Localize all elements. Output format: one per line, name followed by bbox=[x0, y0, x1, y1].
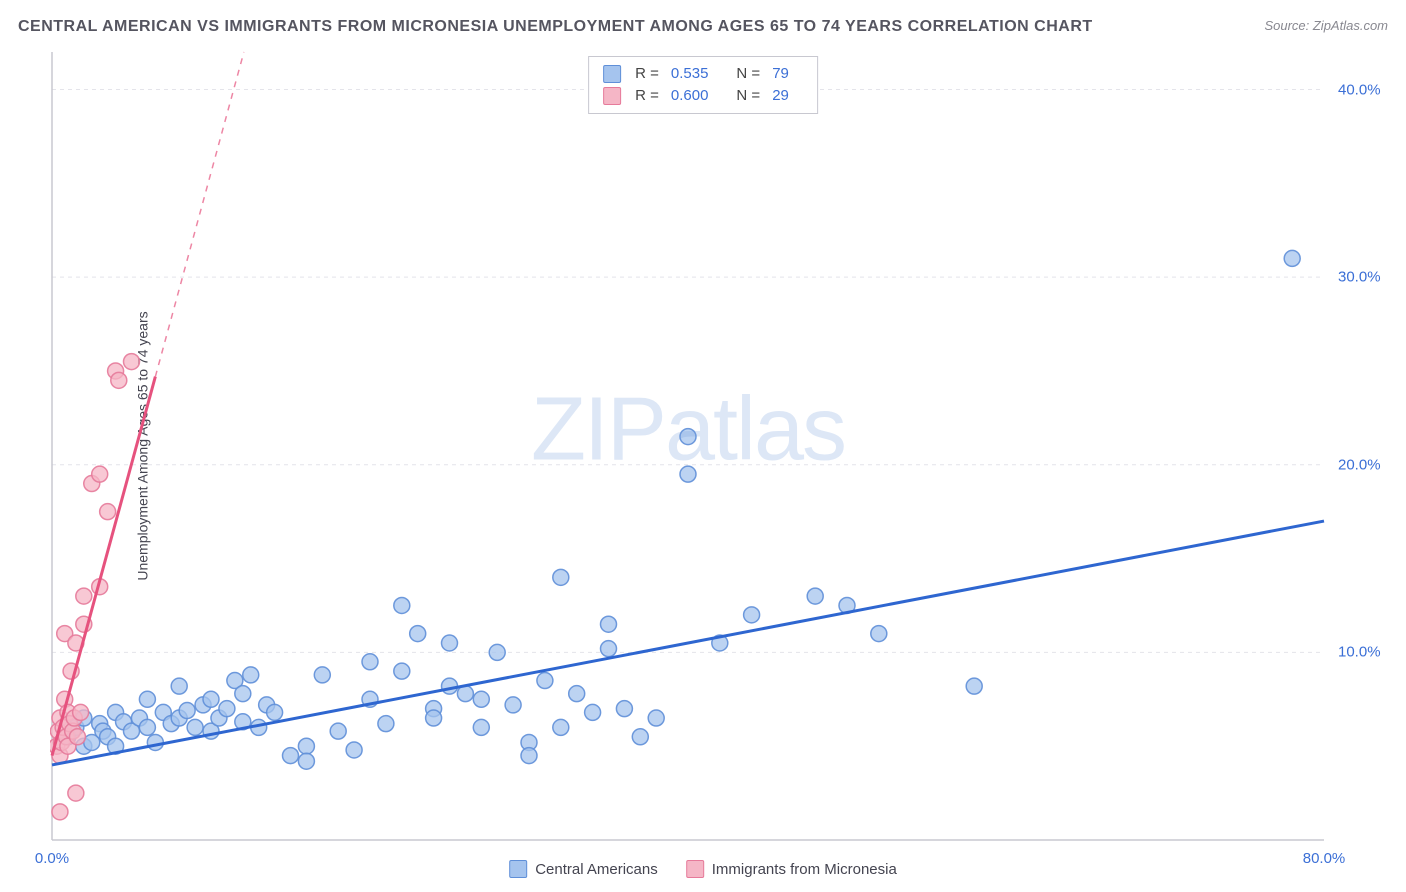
legend-series: Central Americans Immigrants from Microne… bbox=[509, 860, 897, 878]
n-label: N = bbox=[736, 63, 760, 85]
x-tick: 80.0% bbox=[1303, 850, 1346, 867]
legend-label: Central Americans bbox=[535, 861, 658, 878]
r-value: 0.535 bbox=[671, 63, 709, 85]
legend-stats: R = 0.535 N = 79 R = 0.600 N = 29 bbox=[588, 56, 818, 114]
y-tick: 20.0% bbox=[1338, 456, 1381, 473]
r-value: 0.600 bbox=[671, 85, 709, 107]
y-tick: 10.0% bbox=[1338, 644, 1381, 661]
source-label: Source: ZipAtlas.com bbox=[1264, 18, 1388, 33]
legend-stat-row: R = 0.535 N = 79 bbox=[603, 63, 803, 85]
legend-item: Central Americans bbox=[509, 860, 658, 878]
n-value: 79 bbox=[772, 63, 789, 85]
legend-item: Immigrants from Micronesia bbox=[686, 860, 897, 878]
header: CENTRAL AMERICAN VS IMMIGRANTS FROM MICR… bbox=[18, 18, 1388, 42]
legend-swatch bbox=[509, 860, 527, 878]
legend-swatch bbox=[603, 87, 621, 105]
n-label: N = bbox=[736, 85, 760, 107]
legend-label: Immigrants from Micronesia bbox=[712, 861, 897, 878]
x-tick: 0.0% bbox=[35, 850, 69, 867]
y-tick: 30.0% bbox=[1338, 269, 1381, 286]
y-tick: 40.0% bbox=[1338, 81, 1381, 98]
chart-title: CENTRAL AMERICAN VS IMMIGRANTS FROM MICR… bbox=[18, 18, 1093, 35]
r-label: R = bbox=[635, 85, 659, 107]
legend-stat-row: R = 0.600 N = 29 bbox=[603, 85, 803, 107]
n-value: 29 bbox=[772, 85, 789, 107]
legend-swatch bbox=[603, 65, 621, 83]
legend-swatch bbox=[686, 860, 704, 878]
scatter-chart bbox=[50, 50, 1326, 842]
plot-area: ZIPatlas 0.0%80.0%10.0%20.0%30.0%40.0% bbox=[50, 50, 1326, 842]
r-label: R = bbox=[635, 63, 659, 85]
